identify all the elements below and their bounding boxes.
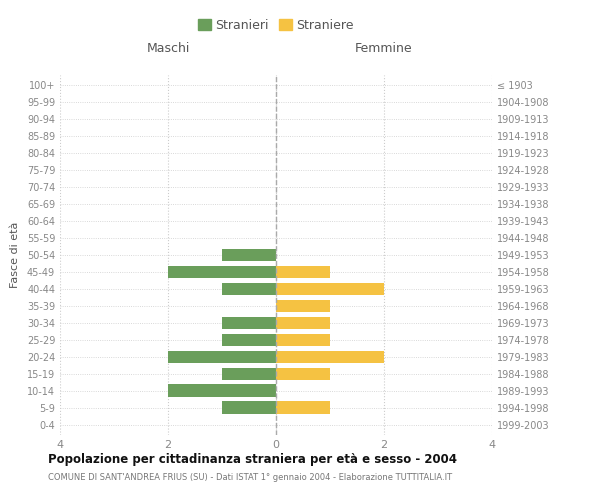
Bar bbox=[276, 402, 330, 414]
Bar bbox=[222, 282, 276, 296]
Text: COMUNE DI SANT'ANDREA FRIUS (SU) - Dati ISTAT 1° gennaio 2004 - Elaborazione TUT: COMUNE DI SANT'ANDREA FRIUS (SU) - Dati … bbox=[48, 472, 452, 482]
Text: Maschi: Maschi bbox=[146, 42, 190, 55]
Y-axis label: Fasce di età: Fasce di età bbox=[10, 222, 20, 288]
Bar bbox=[276, 334, 330, 346]
Bar bbox=[168, 350, 276, 364]
Legend: Stranieri, Straniere: Stranieri, Straniere bbox=[196, 16, 356, 34]
Bar bbox=[222, 248, 276, 262]
Bar bbox=[168, 266, 276, 278]
Bar bbox=[276, 316, 330, 330]
Bar bbox=[222, 316, 276, 330]
Bar bbox=[276, 350, 384, 364]
Bar bbox=[168, 384, 276, 397]
Bar bbox=[222, 368, 276, 380]
Bar bbox=[276, 368, 330, 380]
Bar bbox=[222, 402, 276, 414]
Bar bbox=[222, 334, 276, 346]
Text: Femmine: Femmine bbox=[355, 42, 413, 55]
Bar bbox=[276, 282, 384, 296]
Text: Popolazione per cittadinanza straniera per età e sesso - 2004: Popolazione per cittadinanza straniera p… bbox=[48, 452, 457, 466]
Bar bbox=[276, 266, 330, 278]
Bar bbox=[276, 300, 330, 312]
